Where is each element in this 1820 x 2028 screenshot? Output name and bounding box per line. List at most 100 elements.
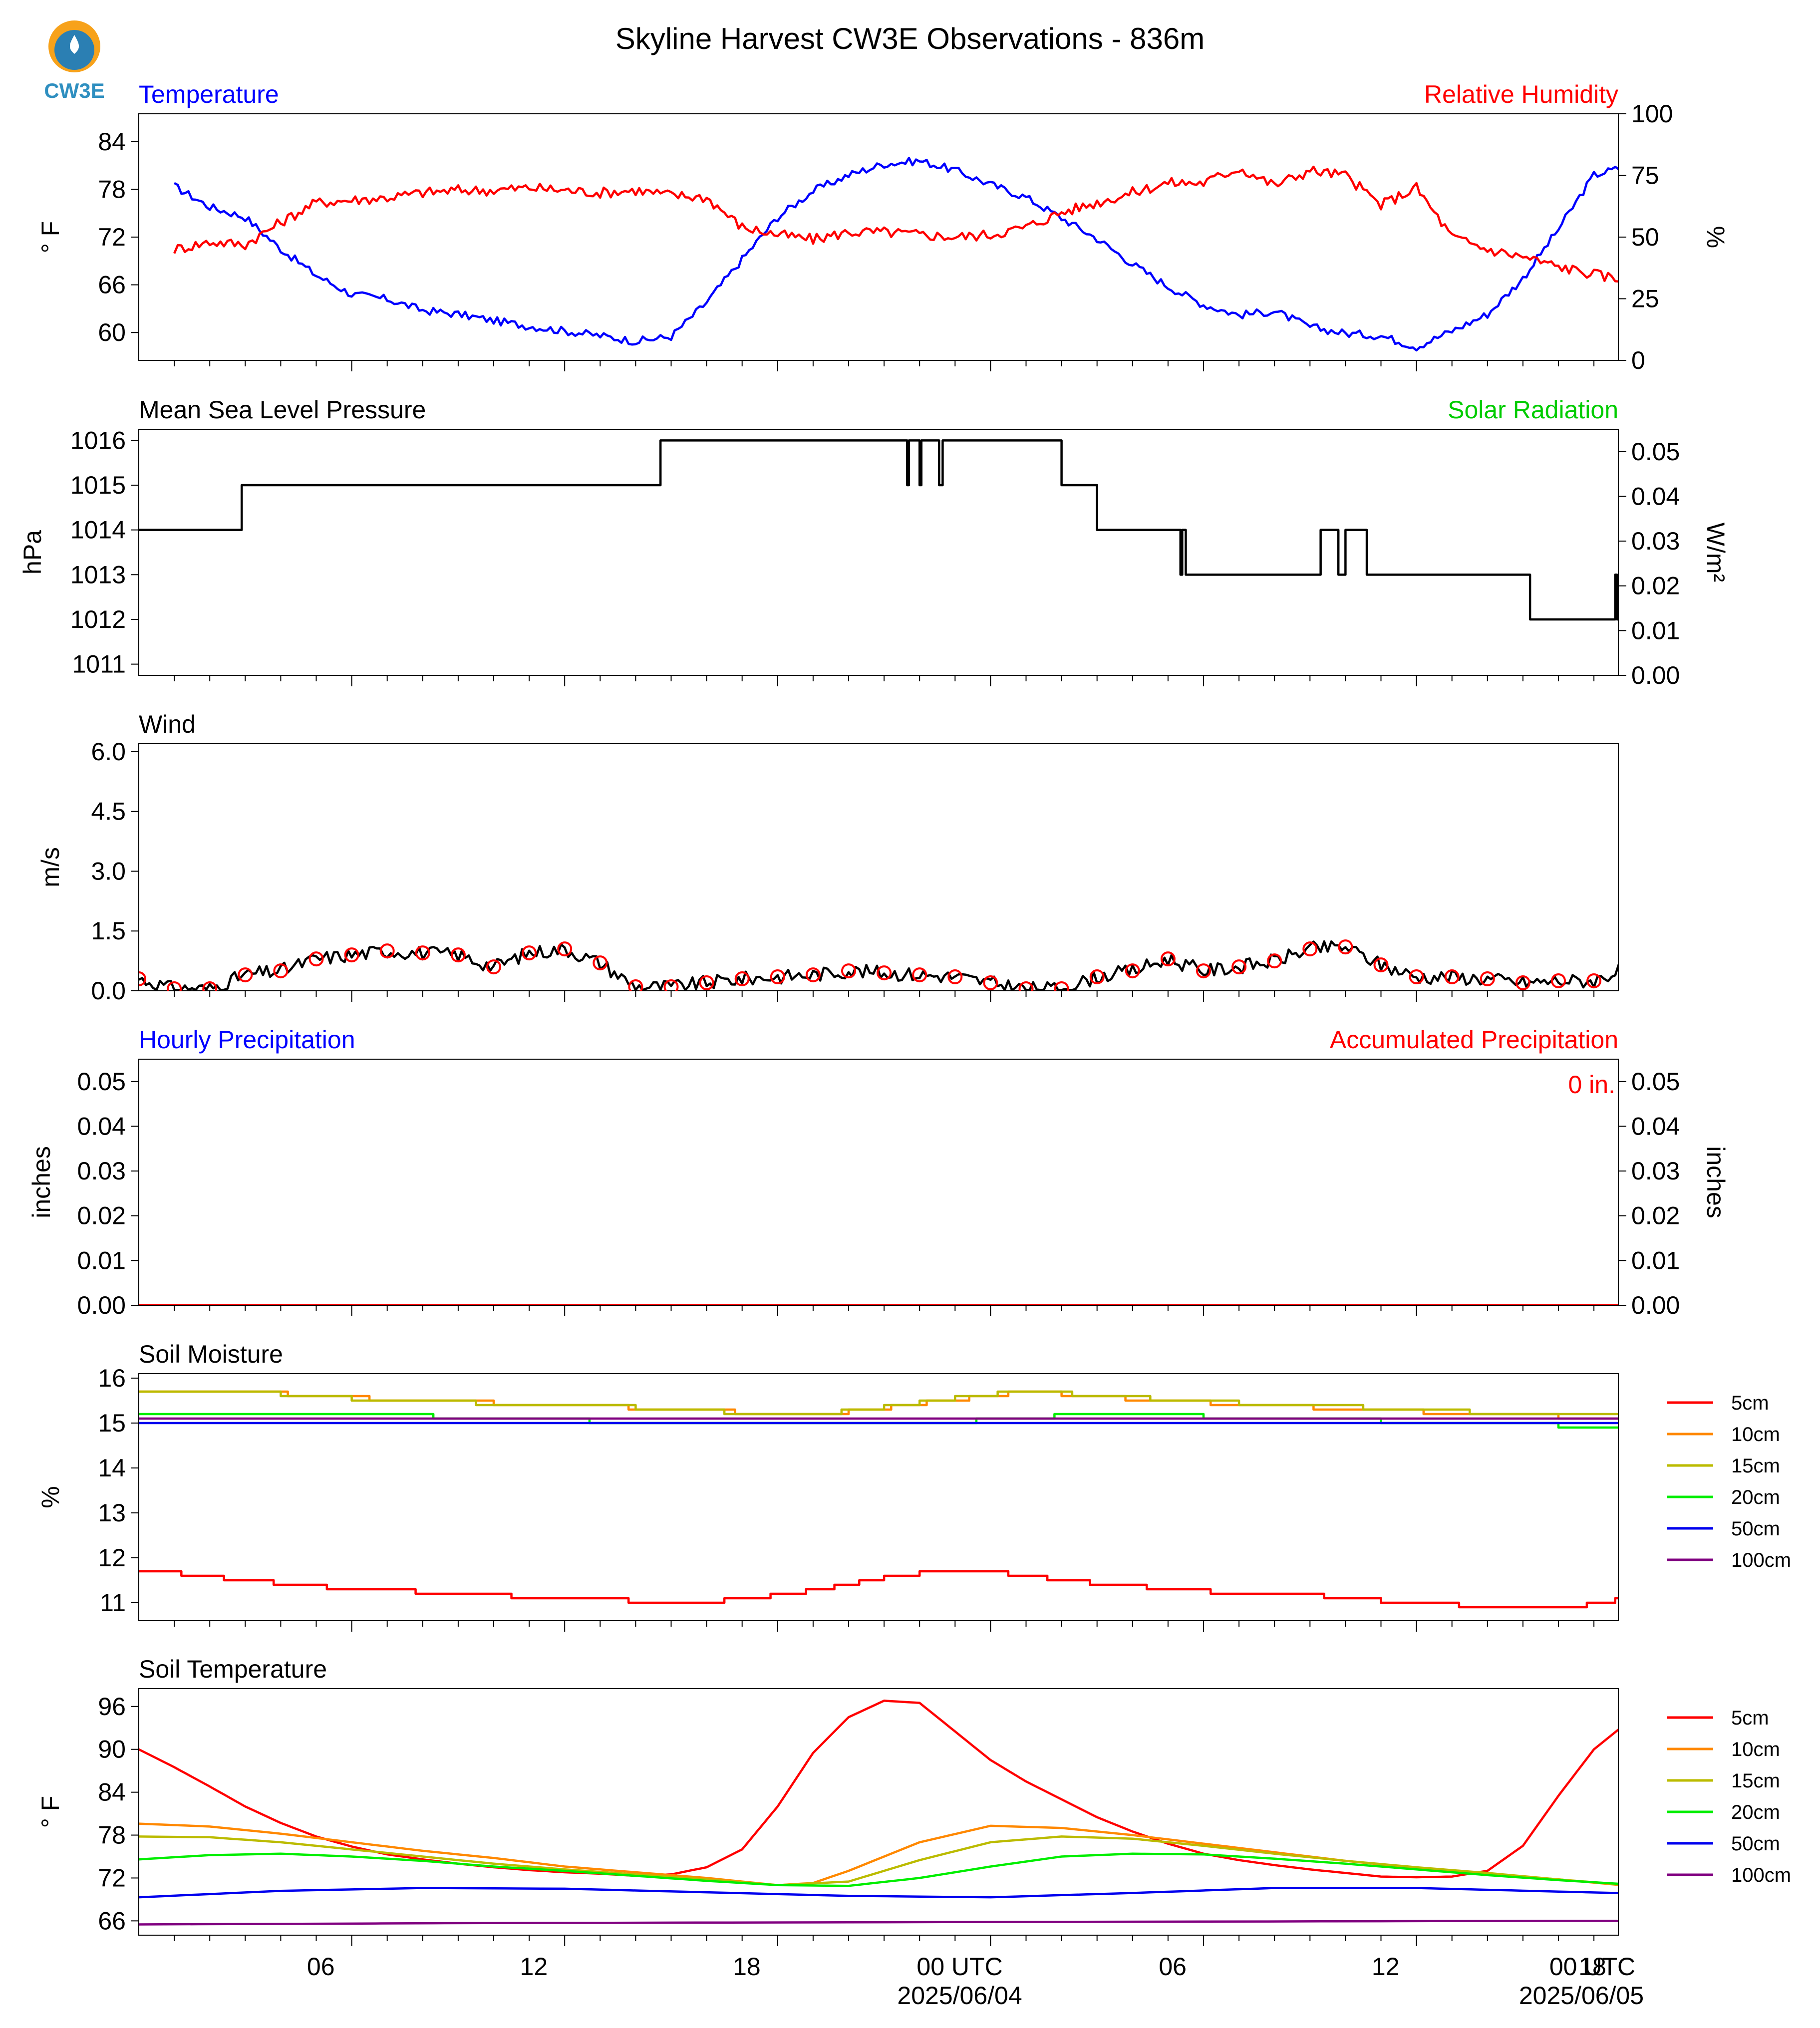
y-right-tick-label: 0.05 <box>1631 438 1680 466</box>
legend: 5cm 10cm 15cm 20cm 50cm 100cm <box>1667 1707 1791 1886</box>
series-line-relative-humidity <box>173 165 1618 283</box>
panel-precip: Hourly Precipitation Accumulated Precipit… <box>27 1026 1730 1319</box>
gust-marker <box>202 981 218 991</box>
series-line-100cm <box>139 1920 1618 1926</box>
y-tick-label: 16 <box>98 1364 126 1392</box>
legend-label: 20cm <box>1731 1801 1780 1823</box>
gust-marker <box>983 975 998 991</box>
x-tick-label: 06 <box>307 1953 335 1981</box>
gust-marker <box>1196 963 1211 979</box>
y-right-axis-label: inches <box>1702 1146 1730 1218</box>
y-right-tick-label: 0.00 <box>1631 661 1680 689</box>
gust-marker <box>734 971 750 987</box>
y-tick-label: 14 <box>98 1454 126 1482</box>
series-line-5cm <box>139 1570 1618 1609</box>
gust-marker <box>1089 969 1105 985</box>
y-right-tick-label: 0.01 <box>1631 1246 1680 1274</box>
legend-label: 50cm <box>1731 1833 1780 1855</box>
gust-marker <box>1160 951 1176 967</box>
panel-title-left: Mean Sea Level Pressure <box>139 396 426 424</box>
legend-label: 5cm <box>1731 1392 1769 1414</box>
gust-marker <box>1623 960 1636 973</box>
gust-marker <box>308 951 324 967</box>
y-tick-label: 84 <box>98 1778 126 1806</box>
gust-marker <box>1765 972 1778 985</box>
y-right-tick-label: 0.03 <box>1631 1157 1680 1185</box>
y-right-tick-label: 0 <box>1631 346 1645 374</box>
series-group <box>139 1700 1618 1926</box>
gust-marker <box>841 963 856 979</box>
logo-text: CW3E <box>44 79 104 102</box>
gust-marker <box>450 947 466 963</box>
gust-marker <box>1409 969 1424 985</box>
gust-marker <box>805 967 821 983</box>
y-tick-label: 1014 <box>70 516 126 544</box>
series-group <box>173 157 1618 352</box>
gust-marker <box>238 967 253 983</box>
x-tick-label: 12 <box>1372 1953 1400 1981</box>
gust-marker <box>167 981 182 991</box>
gust-marker <box>1231 959 1247 975</box>
gust-marker <box>379 943 395 959</box>
gust-marker <box>1801 972 1814 985</box>
y-right-tick-label: 0.02 <box>1631 1202 1680 1230</box>
legend-label: 15cm <box>1731 1455 1780 1477</box>
legend-label: 15cm <box>1731 1770 1780 1792</box>
gust-marker <box>1694 966 1707 979</box>
gust-marker <box>770 969 785 985</box>
panel-title-left: Hourly Precipitation <box>139 1026 355 1054</box>
y-tick-label: 3.0 <box>91 857 126 885</box>
series-line-wind <box>139 940 1618 991</box>
gust-marker <box>947 969 963 985</box>
y-tick-label: 72 <box>98 223 126 251</box>
y-tick-label: 1012 <box>70 605 126 633</box>
series-line-mean-sea-level-pressure <box>139 439 1618 621</box>
panel-pressure: Mean Sea Level Pressure Solar Radiation 10… <box>18 396 1730 689</box>
y-tick-label: 1.5 <box>91 917 126 945</box>
gust-marker <box>557 941 573 957</box>
y-tick-label: 0.00 <box>77 1291 126 1319</box>
legend-label: 50cm <box>1731 1518 1780 1540</box>
y-tick-label: 15 <box>98 1409 126 1437</box>
legend-label: 100cm <box>1731 1864 1791 1886</box>
gust-marker <box>344 947 359 963</box>
panel-title-left: Temperature <box>139 80 279 108</box>
x-tick-label: 18 <box>1578 1953 1606 1981</box>
gust-marker <box>1658 952 1671 965</box>
y-right-tick-label: 0.05 <box>1631 1068 1680 1096</box>
legend-label: 10cm <box>1731 1424 1780 1446</box>
panel-title-right: Relative Humidity <box>1424 80 1618 108</box>
gust-marker <box>1444 969 1460 985</box>
y-tick-label: 0.05 <box>77 1068 126 1096</box>
y-axis-label: inches <box>27 1146 55 1218</box>
y-tick-label: 0.03 <box>77 1157 126 1185</box>
gust-marker <box>1018 981 1034 991</box>
gust-marker <box>1515 975 1530 991</box>
y-right-tick-label: 0.04 <box>1631 1112 1680 1140</box>
y-axis-label: hPa <box>18 530 46 575</box>
y-tick-label: 78 <box>98 1821 126 1849</box>
panel-wind: Wind 0.0 1.5 3.0 4.5 6.0 m/s <box>36 710 1814 1005</box>
series-line-20cm <box>139 1413 1618 1429</box>
gust-marker <box>663 979 679 991</box>
gust-marker <box>1551 973 1566 989</box>
panel-temp_rh: Temperature Relative Humidity 60 66 72 78 84 ° … <box>36 80 1730 374</box>
series-line-temperature <box>174 157 1618 352</box>
y-tick-label: 0.04 <box>77 1112 126 1140</box>
y-axis-label: ° F <box>36 221 64 253</box>
y-tick-label: 0.0 <box>91 977 126 1005</box>
y-right-tick-label: 0.02 <box>1631 572 1680 600</box>
x-tick-label: 00 UTC <box>916 1953 1002 1981</box>
y-right-axis-label: W/m² <box>1702 523 1730 582</box>
accumulated-total-label: 0 in. <box>1568 1071 1615 1099</box>
x-date-label: 2025/06/05 <box>1519 1982 1644 2010</box>
plot-frame <box>138 429 1619 676</box>
y-axis-label: % <box>36 1486 64 1508</box>
series-line-15cm <box>139 1835 1618 1887</box>
panels: Temperature Relative Humidity 60 66 72 78 84 ° … <box>18 80 1814 1946</box>
gust-marker <box>139 971 146 987</box>
series-line-50cm <box>139 1887 1618 1899</box>
legend-label: 100cm <box>1731 1549 1791 1571</box>
